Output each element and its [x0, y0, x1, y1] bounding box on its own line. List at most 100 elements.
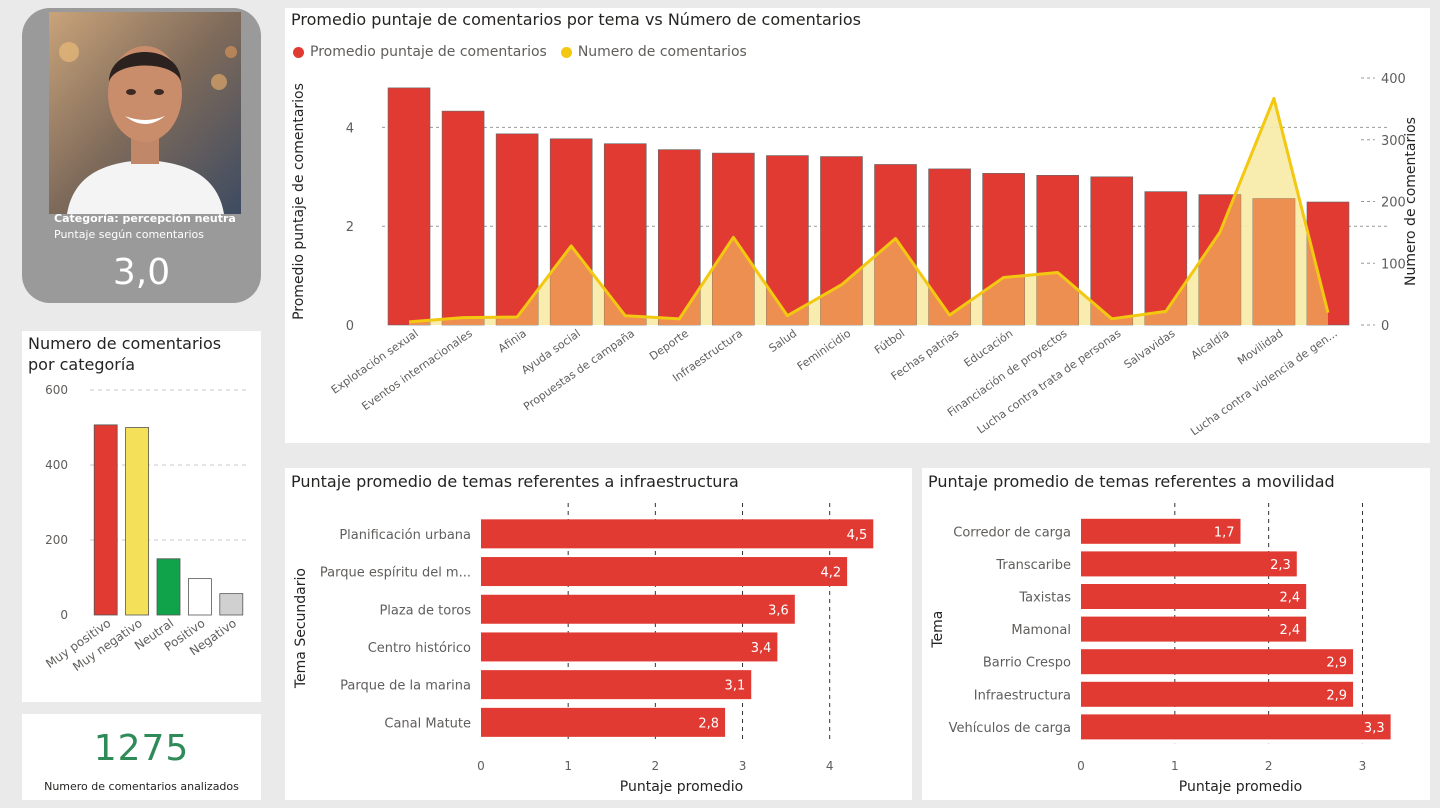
infra-chart-card: Puntaje promedio de temas referentes a i… — [285, 468, 912, 800]
y-tick-label: Corredor de carga — [953, 525, 1071, 540]
infra-bar-chart: 0 1 2 3 4 4,5 Planificación urbana 4,2 Parque es… — [293, 503, 874, 795]
y-tick-label: 0 — [60, 608, 68, 622]
score-bar — [603, 143, 647, 326]
bar — [1081, 681, 1354, 707]
bar — [481, 557, 848, 587]
y-tick-label: Infraestructura — [974, 688, 1071, 703]
x-tick-label: 3 — [1359, 759, 1367, 773]
kpi-card: 1275 Numero de comentarios analizados — [22, 714, 261, 800]
data-label: 2,4 — [1279, 591, 1300, 606]
bar-neutral — [156, 558, 181, 616]
x-tick-label: Salvavidas — [1122, 327, 1178, 372]
legend-dot-count — [560, 46, 572, 58]
profile-card: Categoría: percepción neutra Puntaje seg… — [22, 8, 261, 303]
y-tick-label: Transcaribe — [995, 558, 1071, 573]
mov-bar-chart: 0 1 2 3 1,7 Corredor de carga 2,3 Transcaribe 2,… — [930, 503, 1391, 795]
category-chart-title-line2: por categoría — [28, 355, 136, 374]
x-axis-label: Puntaje promedio — [1179, 779, 1302, 795]
x-tick-label: Alcaldía — [1189, 327, 1232, 362]
bar — [1081, 649, 1354, 675]
bar — [481, 707, 726, 737]
bar — [1081, 584, 1307, 609]
score-bar — [441, 110, 485, 326]
bar — [481, 594, 795, 624]
y-right-tick-label: 100 — [1381, 257, 1406, 272]
y-tick-label: Planificación urbana — [339, 528, 471, 543]
x-tick-label: 4 — [826, 759, 834, 773]
data-label: 3,6 — [768, 603, 789, 618]
y-axis-label: Tema — [930, 611, 946, 649]
bar — [481, 670, 752, 700]
x-tick-label: Deporte — [647, 327, 691, 363]
y-tick-label: Plaza de toros — [379, 603, 471, 618]
combo-legend[interactable]: Promedio puntaje de comentarios Numero d… — [293, 44, 747, 60]
data-label: 2,9 — [1326, 656, 1347, 671]
bar-negativo — [219, 593, 244, 616]
x-tick-label: 0 — [477, 759, 485, 773]
y-axis-label: Tema Secundario — [293, 568, 309, 689]
y-tick-label: Canal Matute — [384, 716, 471, 731]
combo-chart-card: Promedio puntaje de comentarios por tema… — [285, 8, 1430, 443]
y-tick-label: Parque de la marina — [340, 679, 471, 694]
data-label: 3,4 — [751, 641, 772, 656]
y-tick-label: 400 — [45, 458, 68, 472]
y-tick-label: Taxistas — [1018, 591, 1071, 606]
category-chart-card: Numero de comentarios por categoría 0 200… — [22, 331, 261, 702]
x-axis-label: Puntaje promedio — [620, 779, 743, 795]
y-left-tick-label: 4 — [346, 121, 354, 136]
legend-dot-score — [293, 46, 304, 58]
bar — [1081, 518, 1241, 544]
infra-chart-title: Puntaje promedio de temas referentes a i… — [291, 472, 739, 491]
x-tick-label: 3 — [739, 759, 747, 773]
combo-chart-title: Promedio puntaje de comentarios por tema… — [291, 10, 861, 29]
x-tick-label: Feminicidio — [795, 327, 854, 373]
count-area — [409, 98, 1328, 325]
count-line — [408, 96, 1330, 324]
y-right-tick-label: 400 — [1381, 72, 1406, 87]
y-tick-label: Parque espíritu del m... — [320, 566, 471, 581]
bar — [1081, 551, 1297, 577]
y-right-tick-label: 200 — [1381, 196, 1406, 211]
bar — [1081, 616, 1307, 642]
category-chart-title-line1: Numero de comentarios — [28, 334, 222, 353]
person-photo — [49, 12, 241, 214]
score-bar — [495, 133, 539, 326]
mov-chart-title: Puntaje promedio de temas referentes a m… — [928, 472, 1335, 491]
data-label: 3,3 — [1364, 721, 1385, 736]
x-tick-label: Afinia — [496, 327, 529, 356]
legend-label-count: Numero de comentarios — [577, 44, 747, 60]
x-tick-label: Educación — [962, 327, 1016, 370]
bar-muy-negativo — [125, 427, 149, 616]
data-label: 3,1 — [725, 679, 746, 694]
x-tick-label: Fútbol — [872, 327, 907, 357]
y-tick-label: Mamonal — [1011, 623, 1071, 638]
data-label: 4,5 — [847, 528, 868, 543]
x-tick-label: 0 — [1077, 759, 1085, 773]
x-tick-label: Salud — [767, 327, 800, 355]
y-right-tick-label: 0 — [1381, 319, 1389, 334]
data-label: 4,2 — [820, 566, 841, 581]
combo-chart: 0 2 4 0 100 200 300 400 Promedio puntaje de come… — [291, 72, 1419, 438]
y-tick-label: Barrio Crespo — [983, 656, 1071, 671]
score-bar — [387, 87, 431, 326]
y-right-tick-label: 300 — [1381, 134, 1406, 149]
bar — [481, 519, 874, 549]
x-tick-label: 1 — [1171, 759, 1179, 773]
data-label: 2,4 — [1279, 623, 1300, 638]
y-right-axis-label: Numero de comentarios — [1403, 117, 1419, 286]
profile-score: 3,0 — [112, 252, 171, 293]
y-tick-label: Centro histórico — [368, 641, 471, 656]
data-label: 1,7 — [1214, 525, 1235, 540]
data-label: 2,3 — [1270, 558, 1291, 573]
bar — [1081, 714, 1391, 740]
x-tick-label: 2 — [652, 759, 660, 773]
y-left-tick-label: 0 — [346, 319, 354, 334]
kpi-value: 1275 — [93, 728, 190, 769]
legend-label-score: Promedio puntaje de comentarios — [310, 44, 547, 60]
data-label: 2,9 — [1326, 688, 1347, 703]
profile-category: Categoría: percepción neutra — [54, 212, 236, 225]
score-bar — [1090, 176, 1134, 326]
data-label: 2,8 — [698, 716, 719, 731]
kpi-label: Numero de comentarios analizados — [44, 780, 239, 793]
